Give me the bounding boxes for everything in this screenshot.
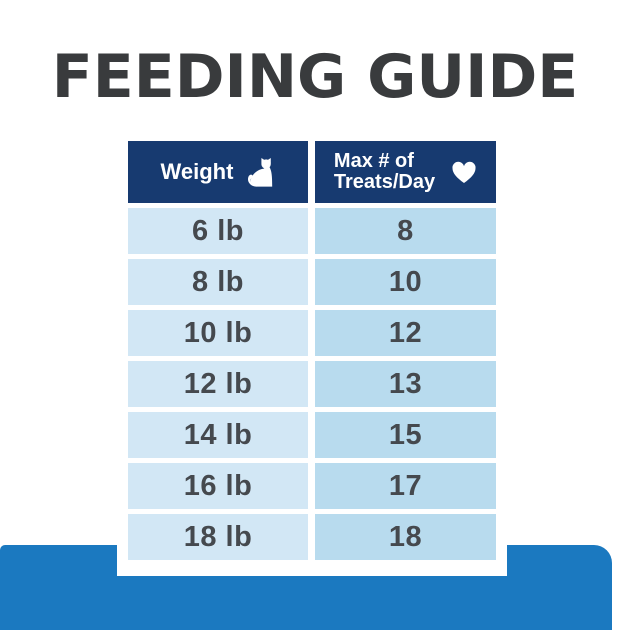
- table-row: 8 lb 10: [128, 259, 496, 305]
- header-weight-label: Weight: [160, 159, 234, 184]
- feeding-guide-table: Weight Max # of: [117, 131, 507, 576]
- weight-cell: 18 lb: [128, 514, 308, 560]
- cat-icon: [245, 157, 275, 188]
- table-row: 6 lb 8: [128, 208, 496, 254]
- table-row: 14 lb 15: [128, 412, 496, 458]
- header-treats: Max # of Treats/Day: [315, 141, 496, 203]
- weight-cell: 8 lb: [128, 259, 308, 305]
- header-treats-label: Max # of Treats/Day: [334, 151, 435, 193]
- heart-icon: [451, 161, 477, 184]
- treats-cell: 17: [315, 463, 496, 509]
- header-treats-line1: Max # of: [333, 150, 414, 172]
- header-weight: Weight: [128, 141, 308, 203]
- weight-cell: 6 lb: [128, 208, 308, 254]
- table-grid: Weight Max # of: [128, 141, 496, 560]
- treats-cell: 8: [315, 208, 496, 254]
- weight-cell: 16 lb: [128, 463, 308, 509]
- table-row: 10 lb 12: [128, 310, 496, 356]
- weight-cell: 12 lb: [128, 361, 308, 407]
- page-title: FEEDING GUIDE: [51, 42, 579, 112]
- table-row: 12 lb 13: [128, 361, 496, 407]
- weight-cell: 10 lb: [128, 310, 308, 356]
- treats-cell: 18: [315, 514, 496, 560]
- treats-cell: 15: [315, 412, 496, 458]
- header-treats-line2: Treats/Day: [333, 171, 436, 193]
- table-header-row: Weight Max # of: [128, 141, 496, 203]
- weight-cell: 14 lb: [128, 412, 308, 458]
- table-row: 18 lb 18: [128, 514, 496, 560]
- treats-cell: 13: [315, 361, 496, 407]
- table-row: 16 lb 17: [128, 463, 496, 509]
- treats-cell: 12: [315, 310, 496, 356]
- treats-cell: 10: [315, 259, 496, 305]
